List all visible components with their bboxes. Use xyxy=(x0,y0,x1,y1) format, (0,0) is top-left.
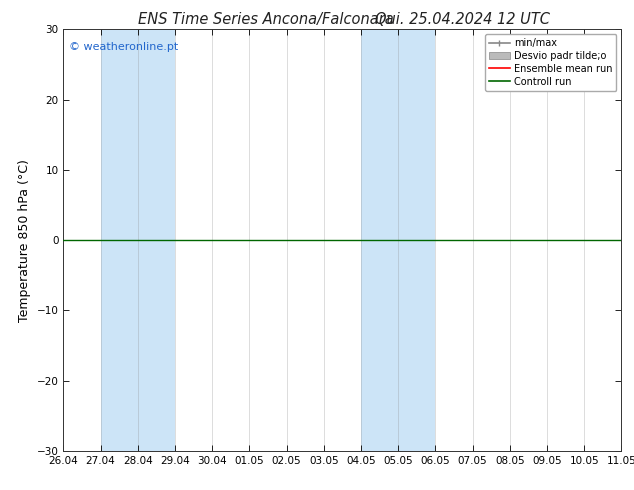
Text: Qui. 25.04.2024 12 UTC: Qui. 25.04.2024 12 UTC xyxy=(375,12,550,27)
Bar xyxy=(101,29,175,451)
Bar xyxy=(361,29,436,451)
Legend: min/max, Desvio padr tilde;o, Ensemble mean run, Controll run: min/max, Desvio padr tilde;o, Ensemble m… xyxy=(485,34,616,91)
Y-axis label: Temperature 850 hPa (°C): Temperature 850 hPa (°C) xyxy=(18,159,31,321)
Text: ENS Time Series Ancona/Falconara: ENS Time Series Ancona/Falconara xyxy=(138,12,394,27)
Bar xyxy=(621,29,634,451)
Text: © weatheronline.pt: © weatheronline.pt xyxy=(69,42,178,52)
